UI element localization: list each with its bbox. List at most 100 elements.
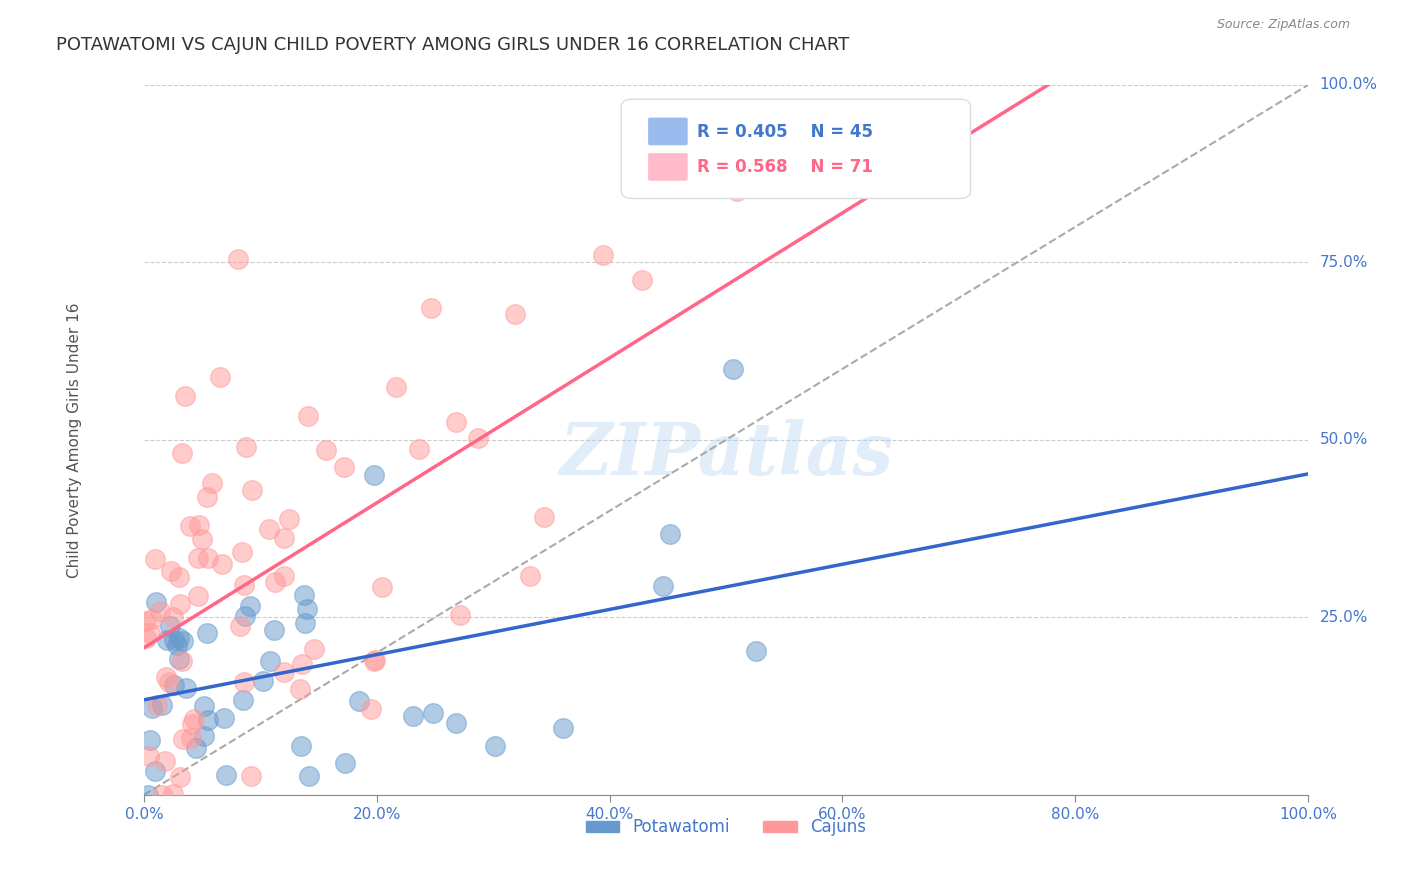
Point — [167, 652, 190, 666]
Point — [592, 248, 614, 262]
Point — [290, 739, 312, 753]
Point — [136, 788, 159, 802]
Point — [298, 769, 321, 783]
FancyBboxPatch shape — [621, 99, 970, 199]
Point — [385, 379, 408, 393]
Point — [401, 708, 423, 723]
Point — [197, 550, 219, 565]
Point — [186, 741, 208, 756]
Point — [288, 682, 311, 697]
Point — [239, 599, 262, 613]
FancyBboxPatch shape — [648, 118, 688, 145]
Point — [292, 588, 315, 602]
Point — [297, 409, 319, 424]
Point — [143, 551, 166, 566]
Point — [302, 642, 325, 657]
Point — [146, 698, 169, 713]
Point — [360, 702, 382, 716]
Point — [422, 706, 444, 721]
Point — [364, 653, 387, 667]
Point — [315, 443, 337, 458]
Point — [408, 442, 430, 456]
Point — [419, 301, 441, 315]
Point — [183, 712, 205, 726]
Point — [658, 527, 681, 541]
Point — [187, 551, 209, 566]
Point — [201, 475, 224, 490]
Point — [240, 769, 263, 783]
Point — [208, 370, 231, 384]
Text: Source: ZipAtlas.com: Source: ZipAtlas.com — [1216, 18, 1350, 31]
Point — [172, 446, 194, 460]
Point — [193, 729, 215, 743]
Point — [167, 569, 190, 583]
Point — [235, 441, 257, 455]
Point — [170, 654, 193, 668]
Point — [631, 273, 654, 287]
Point — [229, 619, 252, 633]
Point — [297, 602, 319, 616]
Legend: Potawatomi, Cajuns: Potawatomi, Cajuns — [579, 812, 873, 843]
Point — [211, 558, 233, 572]
Point — [180, 717, 202, 731]
Point — [160, 564, 183, 578]
Point — [150, 788, 173, 802]
Point — [291, 657, 314, 672]
Point — [519, 569, 541, 583]
Point — [169, 770, 191, 784]
Point — [169, 597, 191, 611]
Point — [155, 670, 177, 684]
Point — [252, 674, 274, 689]
Point — [134, 615, 156, 629]
Point — [139, 626, 162, 640]
Point — [294, 615, 316, 630]
Text: R = 0.405    N = 45: R = 0.405 N = 45 — [697, 123, 873, 141]
Point — [179, 518, 201, 533]
Point — [363, 468, 385, 483]
Point — [745, 644, 768, 658]
Point — [277, 512, 299, 526]
Point — [363, 654, 385, 668]
Point — [163, 632, 186, 647]
Text: 100.0%: 100.0% — [1320, 78, 1378, 93]
Text: POTAWATOMI VS CAJUN CHILD POVERTY AMONG GIRLS UNDER 16 CORRELATION CHART: POTAWATOMI VS CAJUN CHILD POVERTY AMONG … — [56, 36, 849, 54]
Point — [553, 721, 575, 735]
Point — [174, 681, 197, 695]
Text: R = 0.568    N = 71: R = 0.568 N = 71 — [697, 158, 873, 177]
Point — [169, 632, 191, 646]
Point — [197, 625, 219, 640]
Point — [149, 604, 172, 618]
Point — [153, 755, 176, 769]
Point — [503, 307, 526, 321]
Point — [231, 545, 253, 559]
Point — [273, 531, 295, 545]
Point — [467, 431, 489, 445]
Point — [335, 756, 357, 770]
Point — [484, 739, 506, 754]
Point — [233, 674, 256, 689]
Point — [190, 532, 212, 546]
Point — [533, 509, 555, 524]
Point — [162, 787, 184, 801]
Point — [139, 732, 162, 747]
Point — [273, 568, 295, 582]
Point — [156, 632, 179, 647]
Point — [141, 701, 163, 715]
Point — [444, 415, 467, 429]
Point — [263, 623, 285, 637]
Point — [163, 677, 186, 691]
Point — [138, 749, 160, 764]
Point — [444, 716, 467, 731]
Point — [232, 693, 254, 707]
Point — [162, 609, 184, 624]
Point — [233, 578, 256, 592]
Point — [157, 675, 180, 690]
Text: ZIPatlas: ZIPatlas — [560, 418, 893, 490]
Point — [150, 698, 173, 713]
Point — [141, 612, 163, 626]
Point — [187, 590, 209, 604]
Point — [172, 634, 194, 648]
FancyBboxPatch shape — [648, 153, 688, 181]
Point — [197, 713, 219, 727]
Point — [371, 580, 394, 594]
